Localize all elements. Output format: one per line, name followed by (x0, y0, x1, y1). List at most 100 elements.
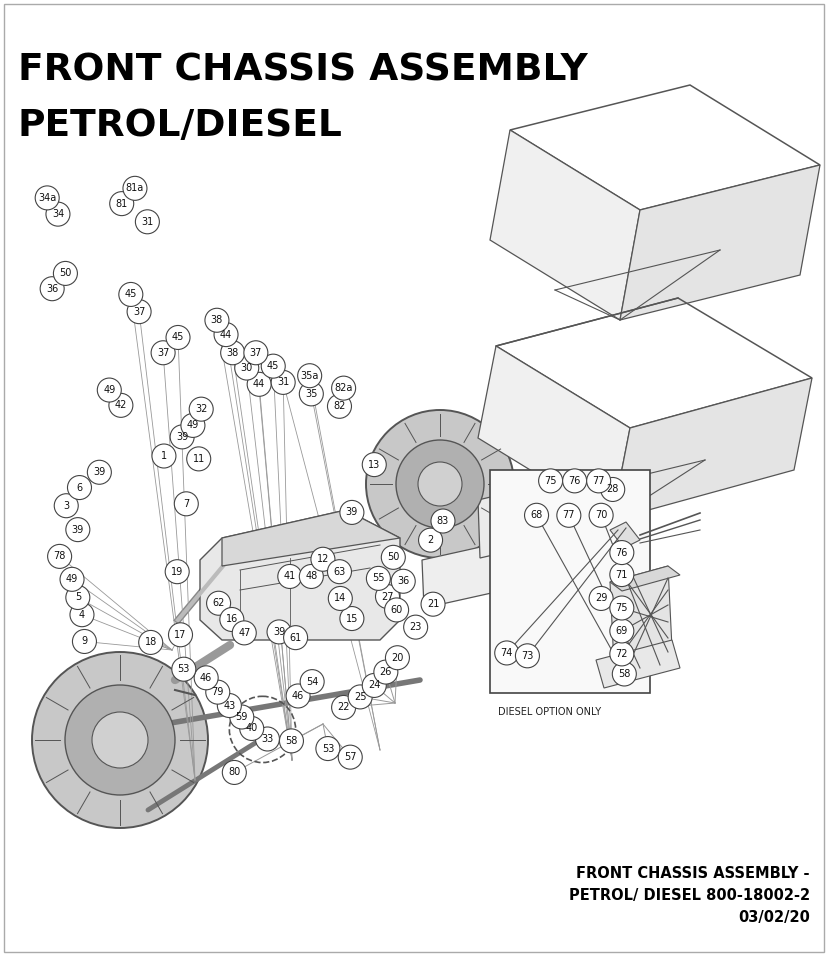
Text: 53: 53 (322, 744, 333, 753)
Circle shape (404, 615, 427, 640)
Text: 20: 20 (391, 653, 403, 663)
Circle shape (66, 585, 89, 610)
Circle shape (54, 261, 77, 286)
Circle shape (189, 397, 213, 422)
Circle shape (609, 619, 633, 643)
Text: 16: 16 (226, 615, 237, 624)
Circle shape (538, 468, 562, 493)
Circle shape (170, 424, 194, 449)
Text: 35: 35 (305, 389, 317, 399)
Text: 31: 31 (141, 217, 153, 227)
Text: FRONT CHASSIS ASSEMBLY -: FRONT CHASSIS ASSEMBLY - (576, 866, 809, 881)
Circle shape (32, 652, 208, 828)
Text: 19: 19 (171, 567, 183, 576)
Text: 77: 77 (591, 476, 605, 486)
Circle shape (381, 545, 404, 570)
Circle shape (391, 569, 414, 594)
Text: 69: 69 (615, 626, 627, 636)
Circle shape (207, 591, 230, 616)
Text: 39: 39 (346, 508, 357, 517)
Circle shape (495, 641, 518, 665)
Circle shape (222, 760, 246, 785)
Circle shape (609, 596, 633, 620)
Polygon shape (619, 165, 819, 320)
Text: 39: 39 (176, 432, 188, 442)
Circle shape (152, 444, 175, 468)
Circle shape (278, 564, 301, 589)
Text: 17: 17 (174, 630, 186, 640)
Text: PETROL/ DIESEL 800-18002-2: PETROL/ DIESEL 800-18002-2 (568, 888, 809, 903)
Circle shape (362, 452, 385, 477)
Text: 32: 32 (195, 404, 207, 414)
Circle shape (206, 680, 229, 705)
Text: 39: 39 (72, 525, 84, 534)
Circle shape (612, 662, 635, 686)
Text: PETROL/DIESEL: PETROL/DIESEL (18, 108, 342, 144)
Circle shape (41, 276, 64, 301)
Text: 61: 61 (289, 633, 301, 642)
Circle shape (110, 191, 133, 216)
Circle shape (244, 340, 267, 365)
Circle shape (609, 540, 633, 565)
Text: 34: 34 (52, 209, 64, 219)
Circle shape (36, 185, 59, 210)
Text: 76: 76 (615, 548, 627, 557)
Text: 50: 50 (387, 553, 399, 562)
Circle shape (267, 619, 290, 644)
Text: 34a: 34a (38, 193, 56, 203)
Polygon shape (477, 482, 557, 558)
Circle shape (557, 503, 580, 528)
Circle shape (284, 625, 307, 650)
Circle shape (332, 695, 355, 720)
Text: 41: 41 (284, 572, 295, 581)
Text: 30: 30 (241, 363, 252, 373)
Polygon shape (200, 510, 399, 640)
Circle shape (68, 475, 91, 500)
Circle shape (418, 462, 461, 506)
Text: 49: 49 (66, 575, 78, 584)
Text: 39: 39 (273, 627, 284, 637)
Circle shape (194, 665, 218, 690)
Polygon shape (422, 540, 514, 608)
Circle shape (256, 727, 279, 751)
Text: 71: 71 (615, 570, 627, 579)
Circle shape (165, 559, 189, 584)
Text: 40: 40 (246, 724, 257, 733)
Circle shape (214, 322, 237, 347)
Circle shape (88, 460, 111, 485)
Circle shape (362, 673, 385, 698)
Circle shape (119, 282, 142, 307)
Text: 81: 81 (116, 199, 127, 208)
Circle shape (366, 566, 390, 591)
Text: 03/02/20: 03/02/20 (737, 910, 809, 925)
Text: 26: 26 (380, 667, 391, 677)
Text: 37: 37 (157, 348, 169, 358)
Circle shape (65, 685, 174, 795)
Circle shape (524, 503, 547, 528)
Circle shape (46, 202, 69, 227)
Text: 54: 54 (306, 677, 318, 686)
Text: 53: 53 (178, 664, 189, 674)
Circle shape (232, 620, 256, 645)
Circle shape (609, 562, 633, 587)
Text: 2: 2 (427, 535, 433, 545)
Bar (490, 470, 649, 693)
Circle shape (169, 622, 192, 647)
Text: 22: 22 (337, 703, 350, 712)
Text: 12: 12 (317, 554, 328, 564)
Text: 48: 48 (305, 572, 317, 581)
Circle shape (299, 564, 323, 589)
Circle shape (385, 645, 409, 670)
Circle shape (230, 705, 253, 729)
Text: 82a: 82a (334, 383, 352, 393)
Circle shape (366, 410, 514, 558)
Circle shape (187, 446, 210, 471)
Text: 13: 13 (368, 460, 380, 469)
Text: 68: 68 (530, 511, 542, 520)
Text: 80: 80 (228, 768, 240, 777)
Text: 74: 74 (500, 648, 512, 658)
Text: 4: 4 (79, 610, 85, 619)
Text: 55: 55 (371, 574, 385, 583)
Text: 76: 76 (568, 476, 580, 486)
Polygon shape (222, 510, 399, 566)
